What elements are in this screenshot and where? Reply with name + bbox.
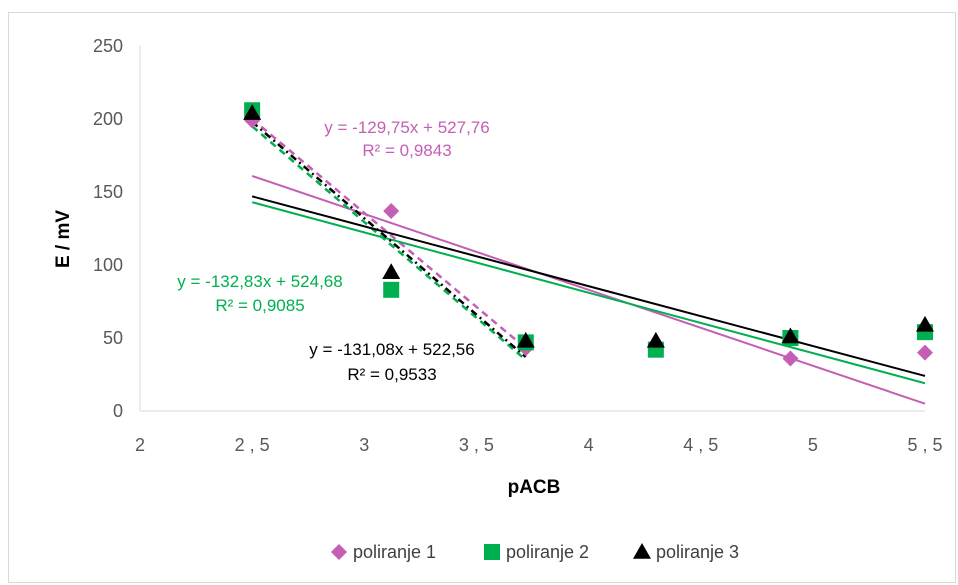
- legend-label-poliranje-3: poliranje 3: [656, 542, 739, 562]
- trendline-partial-2: [251, 125, 527, 361]
- axes: 2 2 , 5 3 3 , 5 4 4 , 5 5 5 , 5 0 50 100 150 200 250: [93, 36, 943, 455]
- trendline-2: [251, 201, 926, 385]
- x-tick-label: 4: [584, 435, 594, 455]
- y-tick-label: 200: [93, 109, 123, 129]
- data-point-poliranje-3: [243, 104, 262, 120]
- data-point-poliranje-1: [917, 344, 933, 361]
- data-point-poliranje-3: [646, 331, 665, 348]
- equation-poliranje-1: y = -129,75x + 527,76: [324, 118, 489, 137]
- r2-poliranje-3: R² = 0,9533: [347, 365, 436, 384]
- x-tick-label: 3 , 5: [459, 435, 494, 455]
- data-point-poliranje-1: [782, 350, 799, 367]
- x-tick-label: 2: [135, 435, 145, 455]
- r2-poliranje-1: R² = 0,9843: [362, 141, 451, 160]
- data-point-poliranje-3: [781, 327, 800, 344]
- x-tick-label: 4 , 5: [683, 435, 718, 455]
- equation-poliranje-2: y = -132,83x + 524,68: [177, 272, 342, 291]
- r2-poliranje-2: R² = 0,9085: [215, 296, 304, 315]
- trendline-partial-3: [251, 120, 527, 358]
- y-tick-label: 50: [103, 328, 123, 348]
- legend: poliranje 1 poliranje 2 poliranje 3: [331, 542, 739, 562]
- data-point-poliranje-3: [516, 331, 535, 348]
- legend-marker-poliranje-1: [331, 544, 347, 560]
- data-point-poliranje-3: [382, 263, 401, 280]
- data-point-poliranje-1: [383, 202, 400, 219]
- y-tick-label: 250: [93, 36, 123, 56]
- legend-marker-poliranje-2: [484, 544, 500, 560]
- x-tick-label: 5 , 5: [907, 435, 942, 455]
- x-tick-label: 3: [359, 435, 369, 455]
- y-tick-label: 100: [93, 255, 123, 275]
- x-tick-label: 2 , 5: [235, 435, 270, 455]
- data-points: [243, 102, 934, 367]
- legend-marker-poliranje-3: [633, 543, 651, 559]
- legend-label-poliranje-1: poliranje 1: [353, 542, 436, 562]
- y-tick-label: 150: [93, 182, 123, 202]
- x-tick-label: 5: [808, 435, 818, 455]
- trendline-3: [251, 195, 926, 377]
- data-point-poliranje-2: [383, 281, 400, 298]
- x-axis-title: pACB: [508, 477, 561, 498]
- data-point-poliranje-3: [916, 315, 934, 332]
- legend-label-poliranje-2: poliranje 2: [506, 542, 589, 562]
- trendlines: [251, 118, 926, 405]
- equation-poliranje-3: y = -131,08x + 522,56: [309, 340, 474, 359]
- y-axis-title: E / mV: [53, 210, 74, 268]
- y-tick-label: 0: [113, 401, 123, 421]
